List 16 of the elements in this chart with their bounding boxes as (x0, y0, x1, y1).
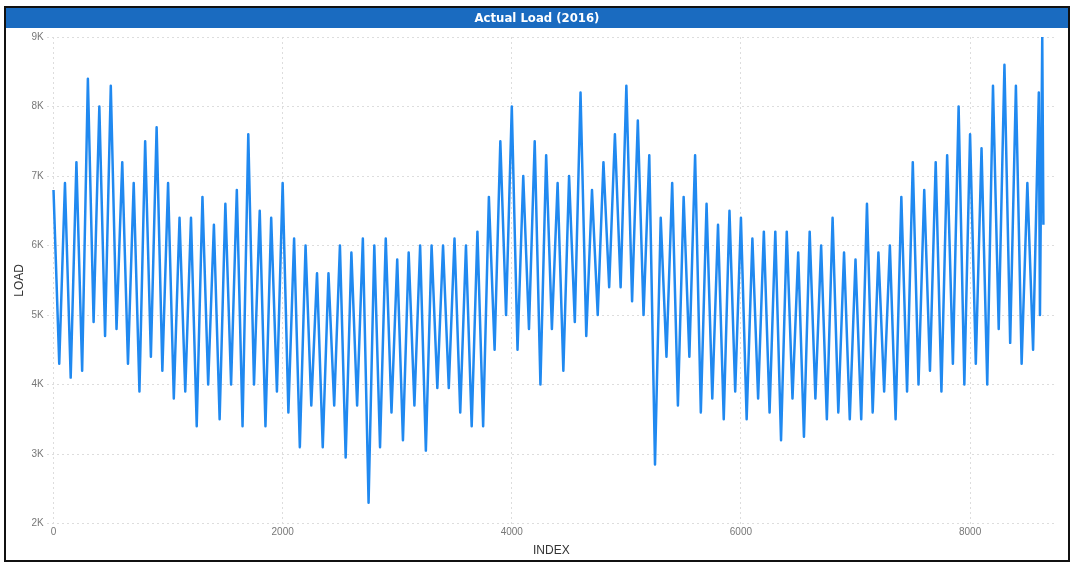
y-tick-label: 9K (31, 30, 44, 42)
x-tick-label: 6000 (729, 526, 753, 538)
y-tick-label: 5K (31, 308, 44, 320)
chart-title: Actual Load (2016) (6, 8, 1068, 28)
x-tick-label: 0 (50, 526, 57, 538)
y-tick-label: 4K (31, 378, 44, 390)
y-tick-label: 2K (31, 517, 44, 529)
y-tick-label: 7K (31, 169, 44, 181)
y-tick-label: 6K (31, 239, 44, 251)
x-tick-label: 2000 (271, 526, 295, 538)
x-tick-label: 8000 (958, 526, 982, 538)
y-tick-label: 8K (31, 100, 44, 112)
y-tick-label: 3K (31, 447, 44, 459)
x-tick-label: 4000 (500, 526, 524, 538)
y-axis-title: LOAD (11, 263, 26, 297)
x-axis-title: INDEX (532, 543, 570, 558)
